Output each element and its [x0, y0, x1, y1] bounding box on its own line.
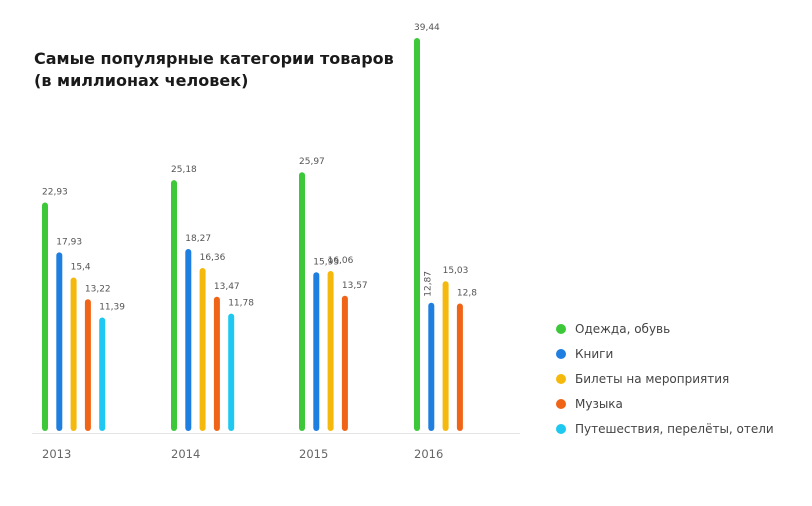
bar — [228, 313, 235, 431]
data-label: 39,44 — [414, 23, 440, 33]
legend-marker — [556, 323, 566, 334]
bar — [428, 302, 435, 431]
bar — [213, 296, 220, 431]
data-label: 13,47 — [214, 282, 240, 292]
bar — [70, 277, 77, 431]
legend-item: Одежда, обувь — [556, 316, 774, 341]
data-label: 11,78 — [228, 299, 254, 309]
bar — [299, 172, 305, 431]
bar — [99, 317, 106, 431]
data-label: 15,93 — [313, 257, 339, 267]
bar — [84, 299, 91, 431]
bar — [327, 270, 334, 431]
bar — [313, 272, 320, 431]
x-tick-label: 2015 — [299, 447, 328, 461]
x-tick-label: 2014 — [171, 447, 200, 461]
bar — [42, 202, 48, 431]
x-tick-label: 2016 — [414, 447, 443, 461]
chart-title: Самые популярные категории товаров (в ми… — [34, 48, 514, 92]
legend-label: Путешествия, перелёты, отели — [575, 421, 774, 436]
legend-label: Билеты на мероприятия — [575, 371, 730, 386]
bar — [56, 252, 63, 431]
legend-marker — [556, 398, 566, 409]
data-label: 16,36 — [200, 253, 226, 263]
chart-legend: Одежда, обувь Книги Билеты на мероприятия М… — [556, 316, 774, 441]
legend-label: Книги — [575, 346, 614, 361]
data-label: 22,93 — [42, 188, 68, 198]
legend-item: Билеты на мероприятия — [556, 366, 774, 391]
bar — [171, 180, 177, 431]
data-label: 12,8 — [457, 288, 477, 298]
bar — [341, 295, 348, 431]
x-tick-label: 2013 — [42, 447, 71, 461]
legend-marker — [556, 348, 566, 359]
data-label: 15,03 — [443, 266, 469, 276]
data-label: 25,97 — [299, 157, 325, 167]
bar — [414, 38, 420, 431]
data-label: 16,06 — [328, 256, 354, 266]
data-label: 25,18 — [171, 165, 197, 175]
legend-marker — [556, 423, 566, 434]
data-label: 13,22 — [85, 284, 111, 294]
legend-item: Музыка — [556, 391, 774, 416]
legend-item: Путешествия, перелёты, отели — [556, 416, 774, 441]
bar — [456, 303, 463, 431]
bar — [185, 248, 192, 431]
data-label: 15,4 — [71, 263, 91, 273]
data-label: 12,87 — [423, 271, 433, 297]
data-label: 18,27 — [185, 234, 211, 244]
bar — [199, 267, 206, 431]
data-label: 11,39 — [99, 303, 125, 313]
chart-subtitle: (в миллионах человек) — [34, 71, 249, 90]
legend-marker — [556, 373, 566, 384]
legend-item: Книги — [556, 341, 774, 366]
chart-title-line: Самые популярные категории товаров — [34, 49, 394, 68]
legend-label: Музыка — [575, 396, 623, 411]
legend-label: Одежда, обувь — [575, 321, 671, 336]
data-label: 13,57 — [342, 281, 368, 291]
bar — [442, 281, 449, 431]
data-label: 17,93 — [56, 237, 82, 247]
